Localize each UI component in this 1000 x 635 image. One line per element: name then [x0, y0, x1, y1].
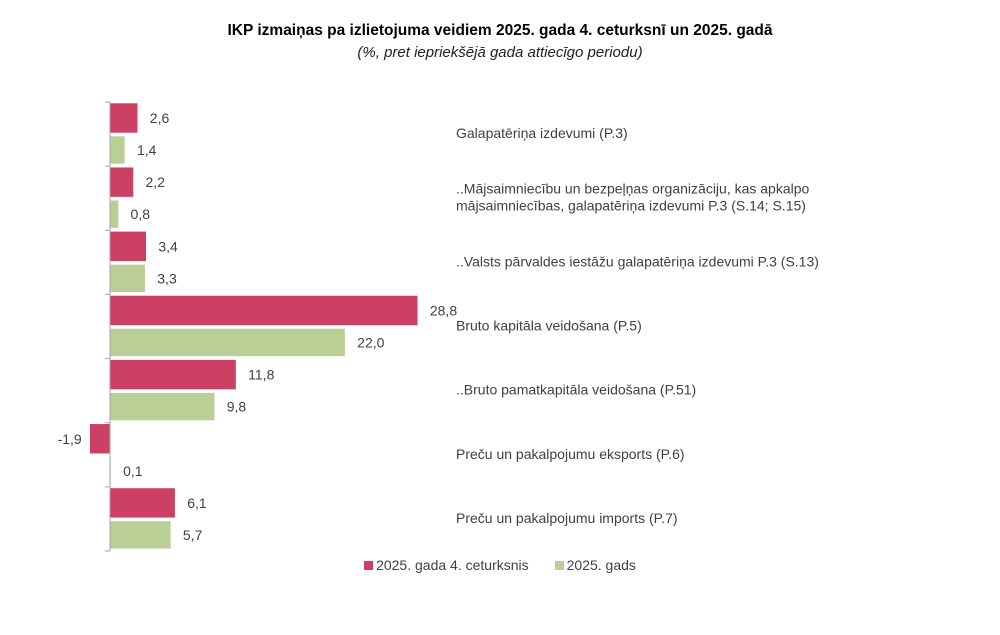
data-label-quarter-4: 11,8: [248, 367, 274, 383]
data-label-year-1: 0,8: [131, 206, 151, 222]
data-label-quarter-3: 28,8: [430, 302, 457, 318]
category-label-4: ..Bruto pamatkapitāla veidošana (P.51): [456, 382, 696, 398]
category-label-6: Preču un pakalpojumu imports (P.7): [456, 510, 678, 526]
category-label-0: Galapatēriņa izdevumi (P.3): [456, 125, 628, 141]
legend-label-quarter: 2025. gada 4. ceturksnis: [376, 557, 529, 573]
bar-quarter-6: [109, 487, 176, 519]
legend-label-year: 2025. gads: [566, 557, 636, 573]
bar-quarter-2: [109, 231, 147, 262]
data-label-quarter-0: 2,6: [150, 110, 170, 126]
bar-quarter-1: [109, 166, 134, 198]
category-label-3: Bruto kapitāla veidošana (P.5): [456, 318, 642, 334]
legend-swatch-year: [554, 560, 564, 570]
legend-swatch-quarter: [364, 560, 374, 570]
bar-year-2: [109, 263, 146, 293]
bar-quarter-5: [89, 423, 111, 455]
bar-year-6: [109, 520, 172, 550]
chart-subtitle: (%, pret iepriekšējā gada attiecīgo peri…: [357, 44, 643, 61]
bar-year-3: [109, 328, 346, 357]
category-label-1: ..Mājsaimniecību un bezpeļņas organizāci…: [456, 181, 810, 214]
data-label-quarter-5: -1,9: [58, 431, 82, 447]
data-label-quarter-6: 6,1: [187, 495, 207, 511]
data-label-quarter-1: 2,2: [146, 174, 166, 190]
data-label-year-0: 1,4: [137, 142, 157, 158]
data-label-year-3: 22,0: [357, 334, 384, 350]
data-label-year-6: 5,7: [183, 527, 203, 543]
bar-quarter-4: [109, 359, 237, 390]
category-label-2: ..Valsts pārvaldes iestāžu galapatēriņa …: [456, 253, 819, 269]
bar-year-1: [109, 199, 119, 229]
legend: 2025. gada 4. ceturksnis 2025. gads: [0, 557, 1000, 573]
legend-item-year: 2025. gads: [554, 557, 636, 573]
data-label-year-2: 3,3: [157, 270, 177, 286]
bar-year-4: [109, 392, 216, 421]
bar-year-0: [109, 135, 126, 165]
bar-quarter-3: [109, 295, 419, 326]
chart-title: IKP izmaiņas pa izlietojuma veidiem 2025…: [227, 22, 773, 39]
bar-quarter-0: [109, 102, 139, 134]
category-label-5: Preču un pakalpojumu eksports (P.6): [456, 446, 685, 462]
data-label-year-4: 9,8: [227, 399, 247, 415]
data-label-year-5: 0,1: [123, 463, 143, 479]
legend-item-quarter: 2025. gada 4. ceturksnis: [364, 557, 529, 573]
data-label-quarter-2: 3,4: [158, 238, 178, 254]
